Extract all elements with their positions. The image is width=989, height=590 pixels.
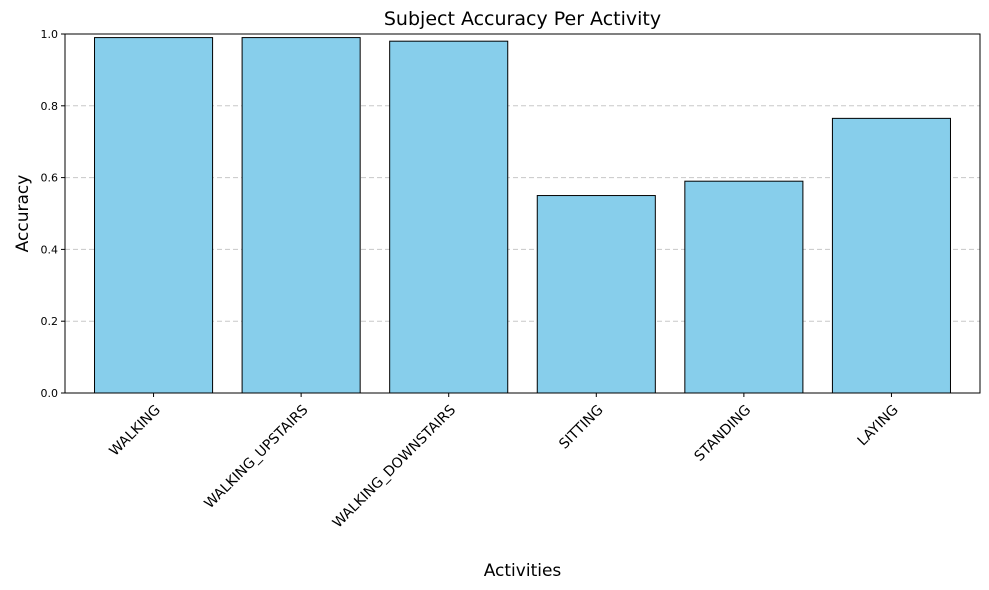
y-tick-label: 0.4 xyxy=(41,243,59,256)
x-axis-ticks: WALKING WALKING_UPSTAIRS WALKING_DOWNSTAIR… xyxy=(107,393,902,531)
x-tick-label: WALKING_DOWNSTAIRS xyxy=(330,402,459,531)
x-tick-label: WALKING xyxy=(107,402,164,459)
x-tick-label: LAYING xyxy=(855,402,902,449)
x-tick-label: SITTING xyxy=(556,402,606,452)
chart-title: Subject Accuracy Per Activity xyxy=(384,8,661,30)
bars xyxy=(94,37,951,394)
x-tick-label: WALKING_UPSTAIRS xyxy=(202,402,312,512)
bar-walking-upstairs xyxy=(241,37,361,394)
bar-walking-downstairs xyxy=(389,40,509,394)
y-tick-label: 0.6 xyxy=(41,172,59,185)
bar-sitting xyxy=(536,195,656,394)
x-tick-label: STANDING xyxy=(692,402,755,465)
y-tick-label: 1.0 xyxy=(41,28,59,41)
bar-walking xyxy=(94,37,214,394)
x-axis-title: Activities xyxy=(484,561,562,581)
y-axis-title: Accuracy xyxy=(13,175,33,253)
y-tick-label: 0.8 xyxy=(41,100,59,113)
grid-lines xyxy=(65,105,980,322)
y-tick-label: 0.2 xyxy=(41,315,59,328)
bar-standing xyxy=(684,180,804,394)
y-axis-ticks: 0.0 0.2 0.4 0.6 0.8 1.0 xyxy=(41,28,65,400)
y-tick-label: 0.0 xyxy=(41,387,59,400)
plot-frame xyxy=(64,33,981,394)
bar-laying xyxy=(831,117,951,394)
